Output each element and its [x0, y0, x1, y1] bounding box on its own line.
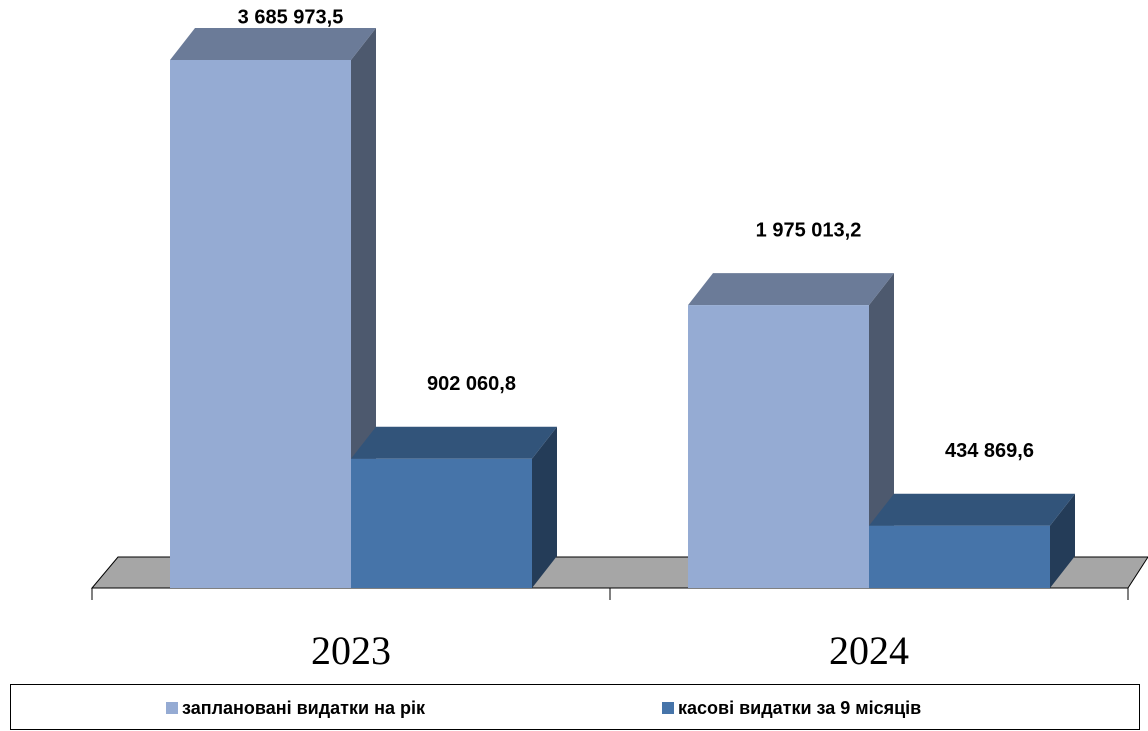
value-label: 3 685 973,5 — [238, 6, 344, 28]
legend-box — [10, 684, 1140, 730]
bar — [869, 525, 1050, 588]
value-label: 902 060,8 — [427, 373, 516, 395]
bar — [170, 60, 351, 588]
bar — [351, 458, 532, 588]
bar-top — [688, 273, 894, 306]
bar-top — [170, 28, 376, 60]
bar-side — [532, 426, 557, 588]
legend-swatch — [166, 702, 178, 714]
x-tick-label: 2024 — [829, 628, 909, 673]
x-tick-label: 2023 — [311, 628, 391, 673]
bar — [688, 305, 869, 588]
bar-top — [351, 426, 557, 459]
value-label: 434 869,6 — [945, 440, 1034, 462]
value-label: 1 975 013,2 — [756, 219, 862, 241]
legend-label: заплановані видатки на рік — [182, 698, 426, 718]
legend-label: касові видатки за 9 місяців — [678, 698, 921, 718]
legend-swatch — [662, 702, 674, 714]
bar-top — [869, 493, 1075, 526]
bar-side — [1050, 493, 1075, 588]
